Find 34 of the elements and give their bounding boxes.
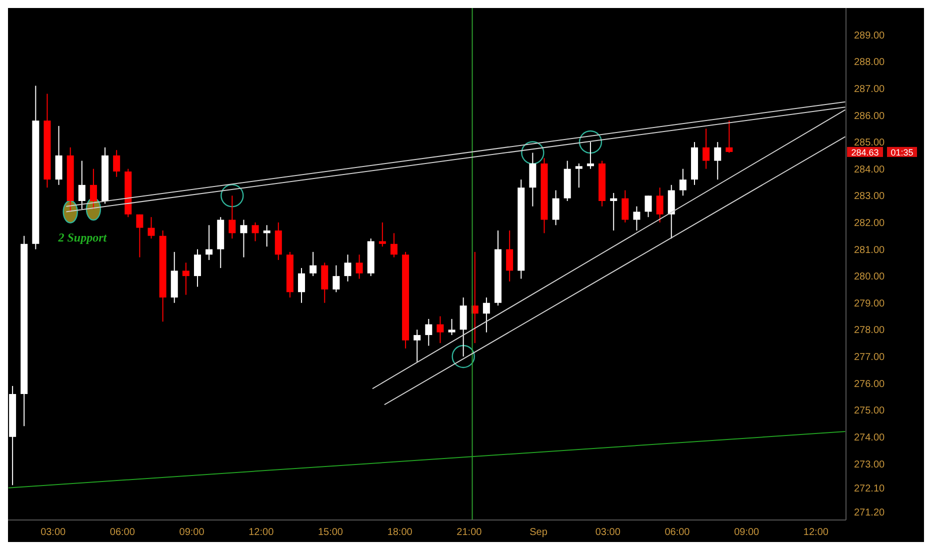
y-tick-label: 282.00 [854,218,886,229]
y-tick-label: 281.00 [854,244,886,256]
x-tick-label: 03:00 [595,527,621,538]
y-tick-label: 280.00 [854,272,886,283]
y-tick-label: 288.00 [854,57,886,68]
x-tick-label: 18:00 [387,527,413,538]
x-tick-label: 09:00 [734,527,760,538]
y-tick-label: 276.00 [854,378,886,390]
y-tick-label: 279.00 [854,298,886,310]
y-tick-label: 277.00 [854,352,886,364]
x-tick-label: 21:00 [456,527,482,538]
y-tick-label: 284.00 [854,164,886,176]
y-tick-label: 275.00 [854,406,886,417]
x-tick-label: 12:00 [803,527,829,538]
y-tick-label: 278.00 [854,325,886,336]
text: 01:35 [890,147,914,158]
y-tick-label: 273.00 [854,459,886,470]
y-tick-label: 283.00 [854,191,886,202]
text: 284.63 [851,147,879,158]
x-tick-label: 03:00 [40,527,66,538]
y-tick-label: 272.10 [854,483,886,494]
x-tick-label: Sep [530,527,548,538]
y-tick-label: 285.00 [854,138,886,149]
x-tick-label: 06:00 [664,527,690,538]
x-tick-label: 09:00 [179,527,205,538]
y-tick-label: 274.00 [854,432,886,444]
x-tick-label: 06:00 [110,527,136,538]
x-tick-label: 15:00 [318,527,344,538]
y-tick-label: 271.20 [854,508,886,519]
annotation: 2 Support [57,230,108,245]
y-tick-label: 287.00 [854,84,886,95]
y-tick-label: 289.00 [854,30,886,42]
y-tick-label: 286.00 [854,110,886,122]
x-tick-label: 12:00 [248,527,274,538]
